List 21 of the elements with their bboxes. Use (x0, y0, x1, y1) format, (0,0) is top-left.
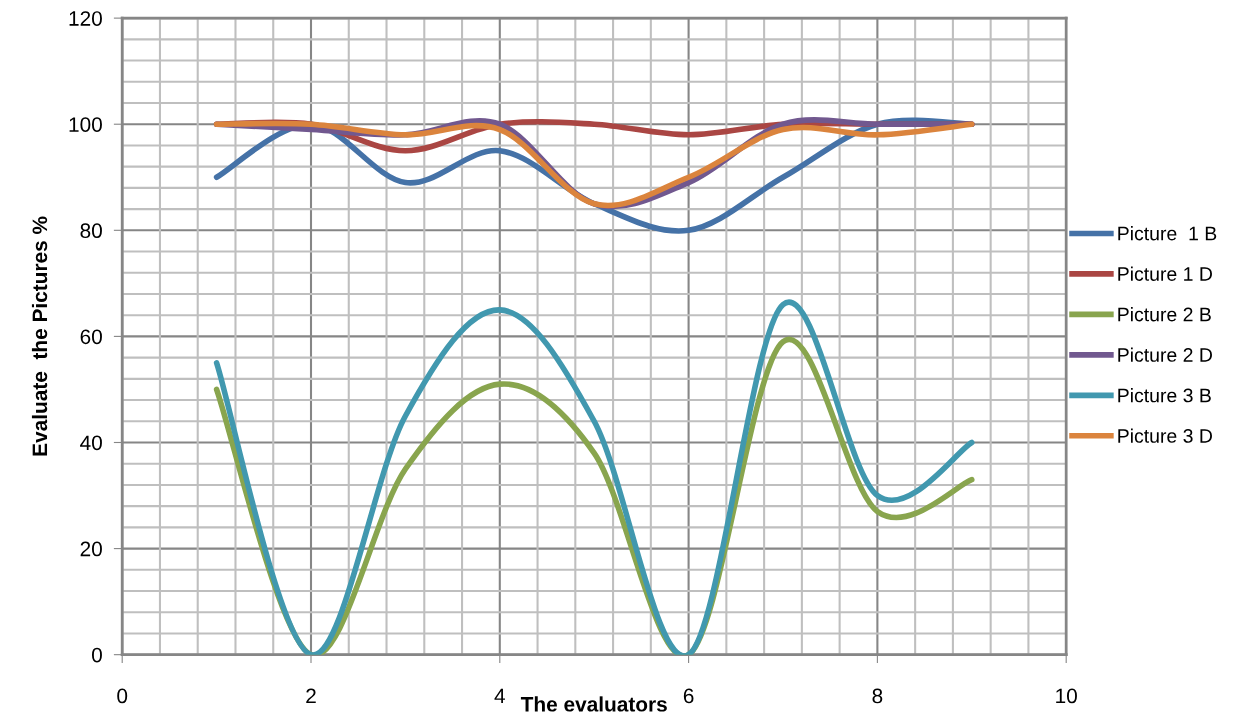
y-tick-label: 40 (80, 435, 102, 451)
legend-label: Picture 3 B (1118, 388, 1211, 403)
legend-label: Picture 1 D (1118, 266, 1212, 281)
legend-label: Picture 1 B (1118, 226, 1217, 241)
x-tick-label: 6 (683, 688, 694, 704)
y-tick-label: 80 (80, 223, 102, 239)
y-axis-title: Evaluate the Pictures % (31, 216, 48, 456)
y-tick-label: 0 (91, 647, 102, 663)
x-tick-label: 8 (872, 688, 883, 704)
legend-label: Picture 2 B (1118, 307, 1211, 322)
y-tick-label: 20 (80, 541, 102, 557)
y-tick-label: 120 (69, 11, 102, 26)
y-tick-label: 100 (69, 117, 102, 132)
y-tick-label: 60 (80, 329, 102, 345)
x-tick-label: 0 (117, 688, 128, 704)
legend-label: Picture 2 D (1118, 347, 1212, 362)
x-axis-title: The evaluators (520, 696, 667, 712)
legend-label: Picture 3 D (1118, 428, 1212, 443)
x-tick-label: 2 (306, 688, 316, 704)
x-tick-label: 10 (1056, 688, 1077, 704)
x-tick-label: 4 (494, 688, 505, 704)
